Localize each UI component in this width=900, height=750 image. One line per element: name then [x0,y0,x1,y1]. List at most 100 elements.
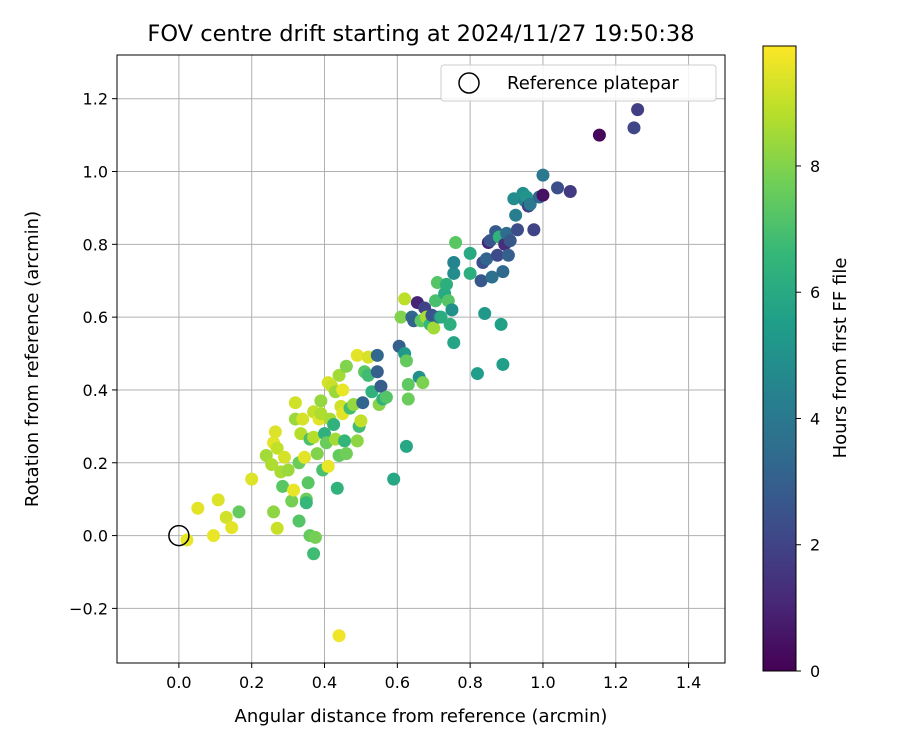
data-points [168,103,645,643]
colorbar-tick-label: 6 [810,283,820,302]
data-point [211,493,225,507]
data-point [370,365,384,379]
data-point [449,235,463,249]
legend-marker [458,72,480,94]
data-point [268,425,282,439]
data-point [307,430,321,444]
colorbar [762,45,797,672]
data-point [434,310,448,324]
data-point [416,376,430,390]
colorbar-tick-label: 0 [810,662,820,681]
y-axis-ticks: −0.2 0.0 0.2 0.4 0.6 0.8 1.0 1.2 [69,90,117,618]
data-point [447,336,461,350]
data-point [180,533,194,547]
x-tick-label: 1.2 [603,673,628,692]
data-point [399,354,413,368]
data-point [592,128,606,142]
data-point [308,530,322,544]
data-point [299,496,313,510]
y-tick-label: 0.4 [83,381,108,400]
colorbar-tick-label: 2 [810,536,820,555]
data-point [429,294,443,308]
y-tick-label: −0.2 [69,599,108,618]
data-point [314,394,328,408]
data-point [563,185,577,199]
data-point [336,383,350,397]
grid-lines [117,55,725,663]
x-tick-label: 0.2 [239,673,264,692]
data-point [270,441,284,455]
y-tick-label: 1.2 [83,90,108,109]
data-point [536,188,550,202]
data-point [285,494,299,508]
data-point [463,246,477,260]
y-tick-label: 1.0 [83,163,108,182]
data-point [288,396,302,410]
data-point [287,483,301,497]
data-point [485,270,499,284]
data-point [387,472,401,486]
data-point [443,317,457,331]
x-axis-ticks: 0.0 0.2 0.4 0.6 0.8 1.0 1.2 1.4 [166,663,701,692]
x-axis-label: Angular distance from reference (arcmin) [235,706,608,727]
data-point [356,396,370,410]
data-point [301,476,315,490]
data-point [494,317,508,331]
data-point [470,367,484,381]
y-tick-label: 0.0 [83,527,108,546]
data-point [379,390,393,404]
y-tick-label: 0.2 [83,454,108,473]
data-point [445,303,459,317]
x-tick-label: 1.4 [676,673,701,692]
data-point [270,521,284,535]
data-point [401,377,415,391]
data-point [447,256,461,270]
data-point [292,514,306,528]
x-tick-label: 0.4 [312,673,337,692]
data-point [219,510,233,524]
data-point [338,434,352,448]
x-tick-label: 0.6 [385,673,410,692]
x-tick-label: 0.0 [166,673,191,692]
data-point [296,412,310,426]
data-point [277,450,291,464]
data-point [474,274,488,288]
data-point [427,321,441,335]
data-point [206,529,220,543]
data-point [339,359,353,373]
data-point [631,103,645,117]
data-point [501,248,515,262]
data-point [480,252,494,266]
data-point [399,439,413,453]
colorbar-tick-label: 4 [810,409,820,428]
data-point [447,266,461,280]
data-point [523,197,537,211]
legend-label: Reference platepar [507,73,679,94]
data-point [327,418,341,432]
data-point [350,434,364,448]
data-point [496,265,510,279]
data-point [374,379,388,393]
data-point [265,458,279,472]
data-point [509,208,523,222]
data-point [245,472,259,486]
x-tick-label: 1.0 [530,673,555,692]
data-point [490,248,504,262]
data-point [398,292,412,306]
data-point [536,168,550,182]
legend-box [440,64,717,102]
data-point [439,277,453,291]
plot-frame [116,54,726,664]
legend: Reference platepar [440,64,717,102]
y-axis-label: Rotation from reference (arcmin) [22,211,43,507]
data-point [232,505,246,519]
data-point [330,481,344,495]
reference-marker [168,524,190,547]
data-point [354,414,368,428]
data-point [394,310,408,324]
data-point [503,234,517,248]
data-point [191,501,205,515]
data-point [510,223,524,237]
data-point [310,447,324,461]
